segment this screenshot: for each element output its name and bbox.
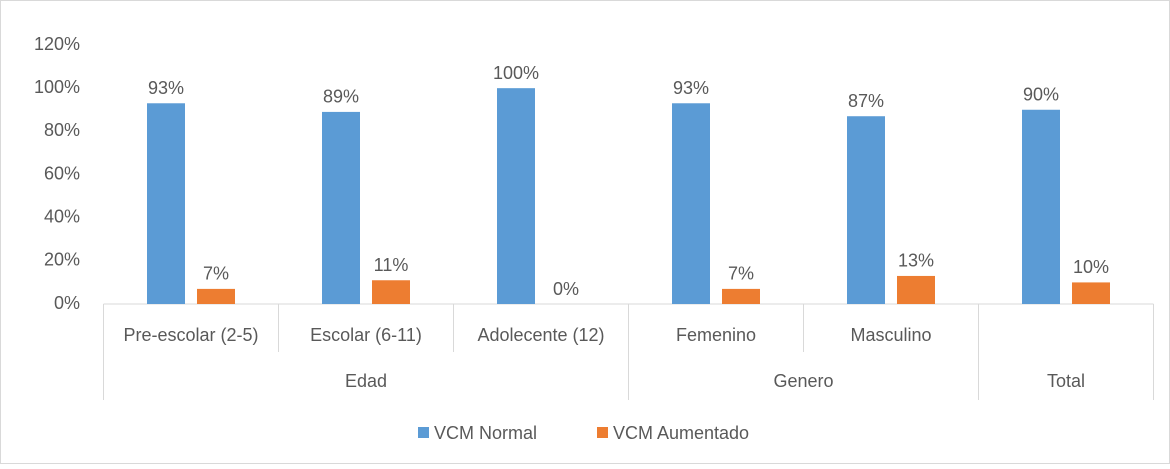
value-label: 13% xyxy=(898,251,934,271)
bar xyxy=(672,103,710,305)
bar xyxy=(372,280,410,304)
y-tick-label: 40% xyxy=(44,206,80,226)
value-label: 93% xyxy=(673,78,709,98)
bar xyxy=(897,275,935,304)
bar xyxy=(147,103,185,305)
bar xyxy=(1022,109,1060,304)
group-label: Genero xyxy=(773,371,833,391)
bar xyxy=(497,88,535,305)
bar xyxy=(197,288,235,304)
value-label: 10% xyxy=(1073,257,1109,277)
bar xyxy=(322,111,360,305)
y-tick-label: 20% xyxy=(44,250,80,270)
bar xyxy=(722,288,760,304)
value-label: 93% xyxy=(148,78,184,98)
value-label: 89% xyxy=(323,87,359,107)
y-tick-label: 100% xyxy=(34,77,80,97)
value-label: 7% xyxy=(728,264,754,284)
value-label: 0% xyxy=(553,279,579,299)
legend-swatch xyxy=(597,427,608,438)
legend-swatch xyxy=(418,427,429,438)
y-tick-label: 80% xyxy=(44,120,80,140)
value-label: 7% xyxy=(203,264,229,284)
y-tick-label: 60% xyxy=(44,163,80,183)
value-label: 11% xyxy=(374,255,409,275)
value-label: 87% xyxy=(848,91,884,111)
value-label: 90% xyxy=(1023,85,1059,105)
legend-label: VCM Normal xyxy=(434,423,537,443)
x-tick-label: Adolecente (12) xyxy=(477,325,604,345)
group-label: Total xyxy=(1047,371,1085,391)
value-label: 100% xyxy=(493,63,539,83)
bar xyxy=(847,116,885,304)
y-tick-label: 0% xyxy=(54,293,80,313)
x-tick-label: Masculino xyxy=(850,325,931,345)
x-tick-label: Pre-escolar (2-5) xyxy=(123,325,258,345)
y-tick-label: 120% xyxy=(34,34,80,54)
bar xyxy=(1072,282,1110,304)
group-label: Edad xyxy=(345,371,387,391)
x-tick-label: Femenino xyxy=(676,325,756,345)
legend-label: VCM Aumentado xyxy=(613,423,749,443)
x-tick-label: Escolar (6-11) xyxy=(310,325,422,345)
